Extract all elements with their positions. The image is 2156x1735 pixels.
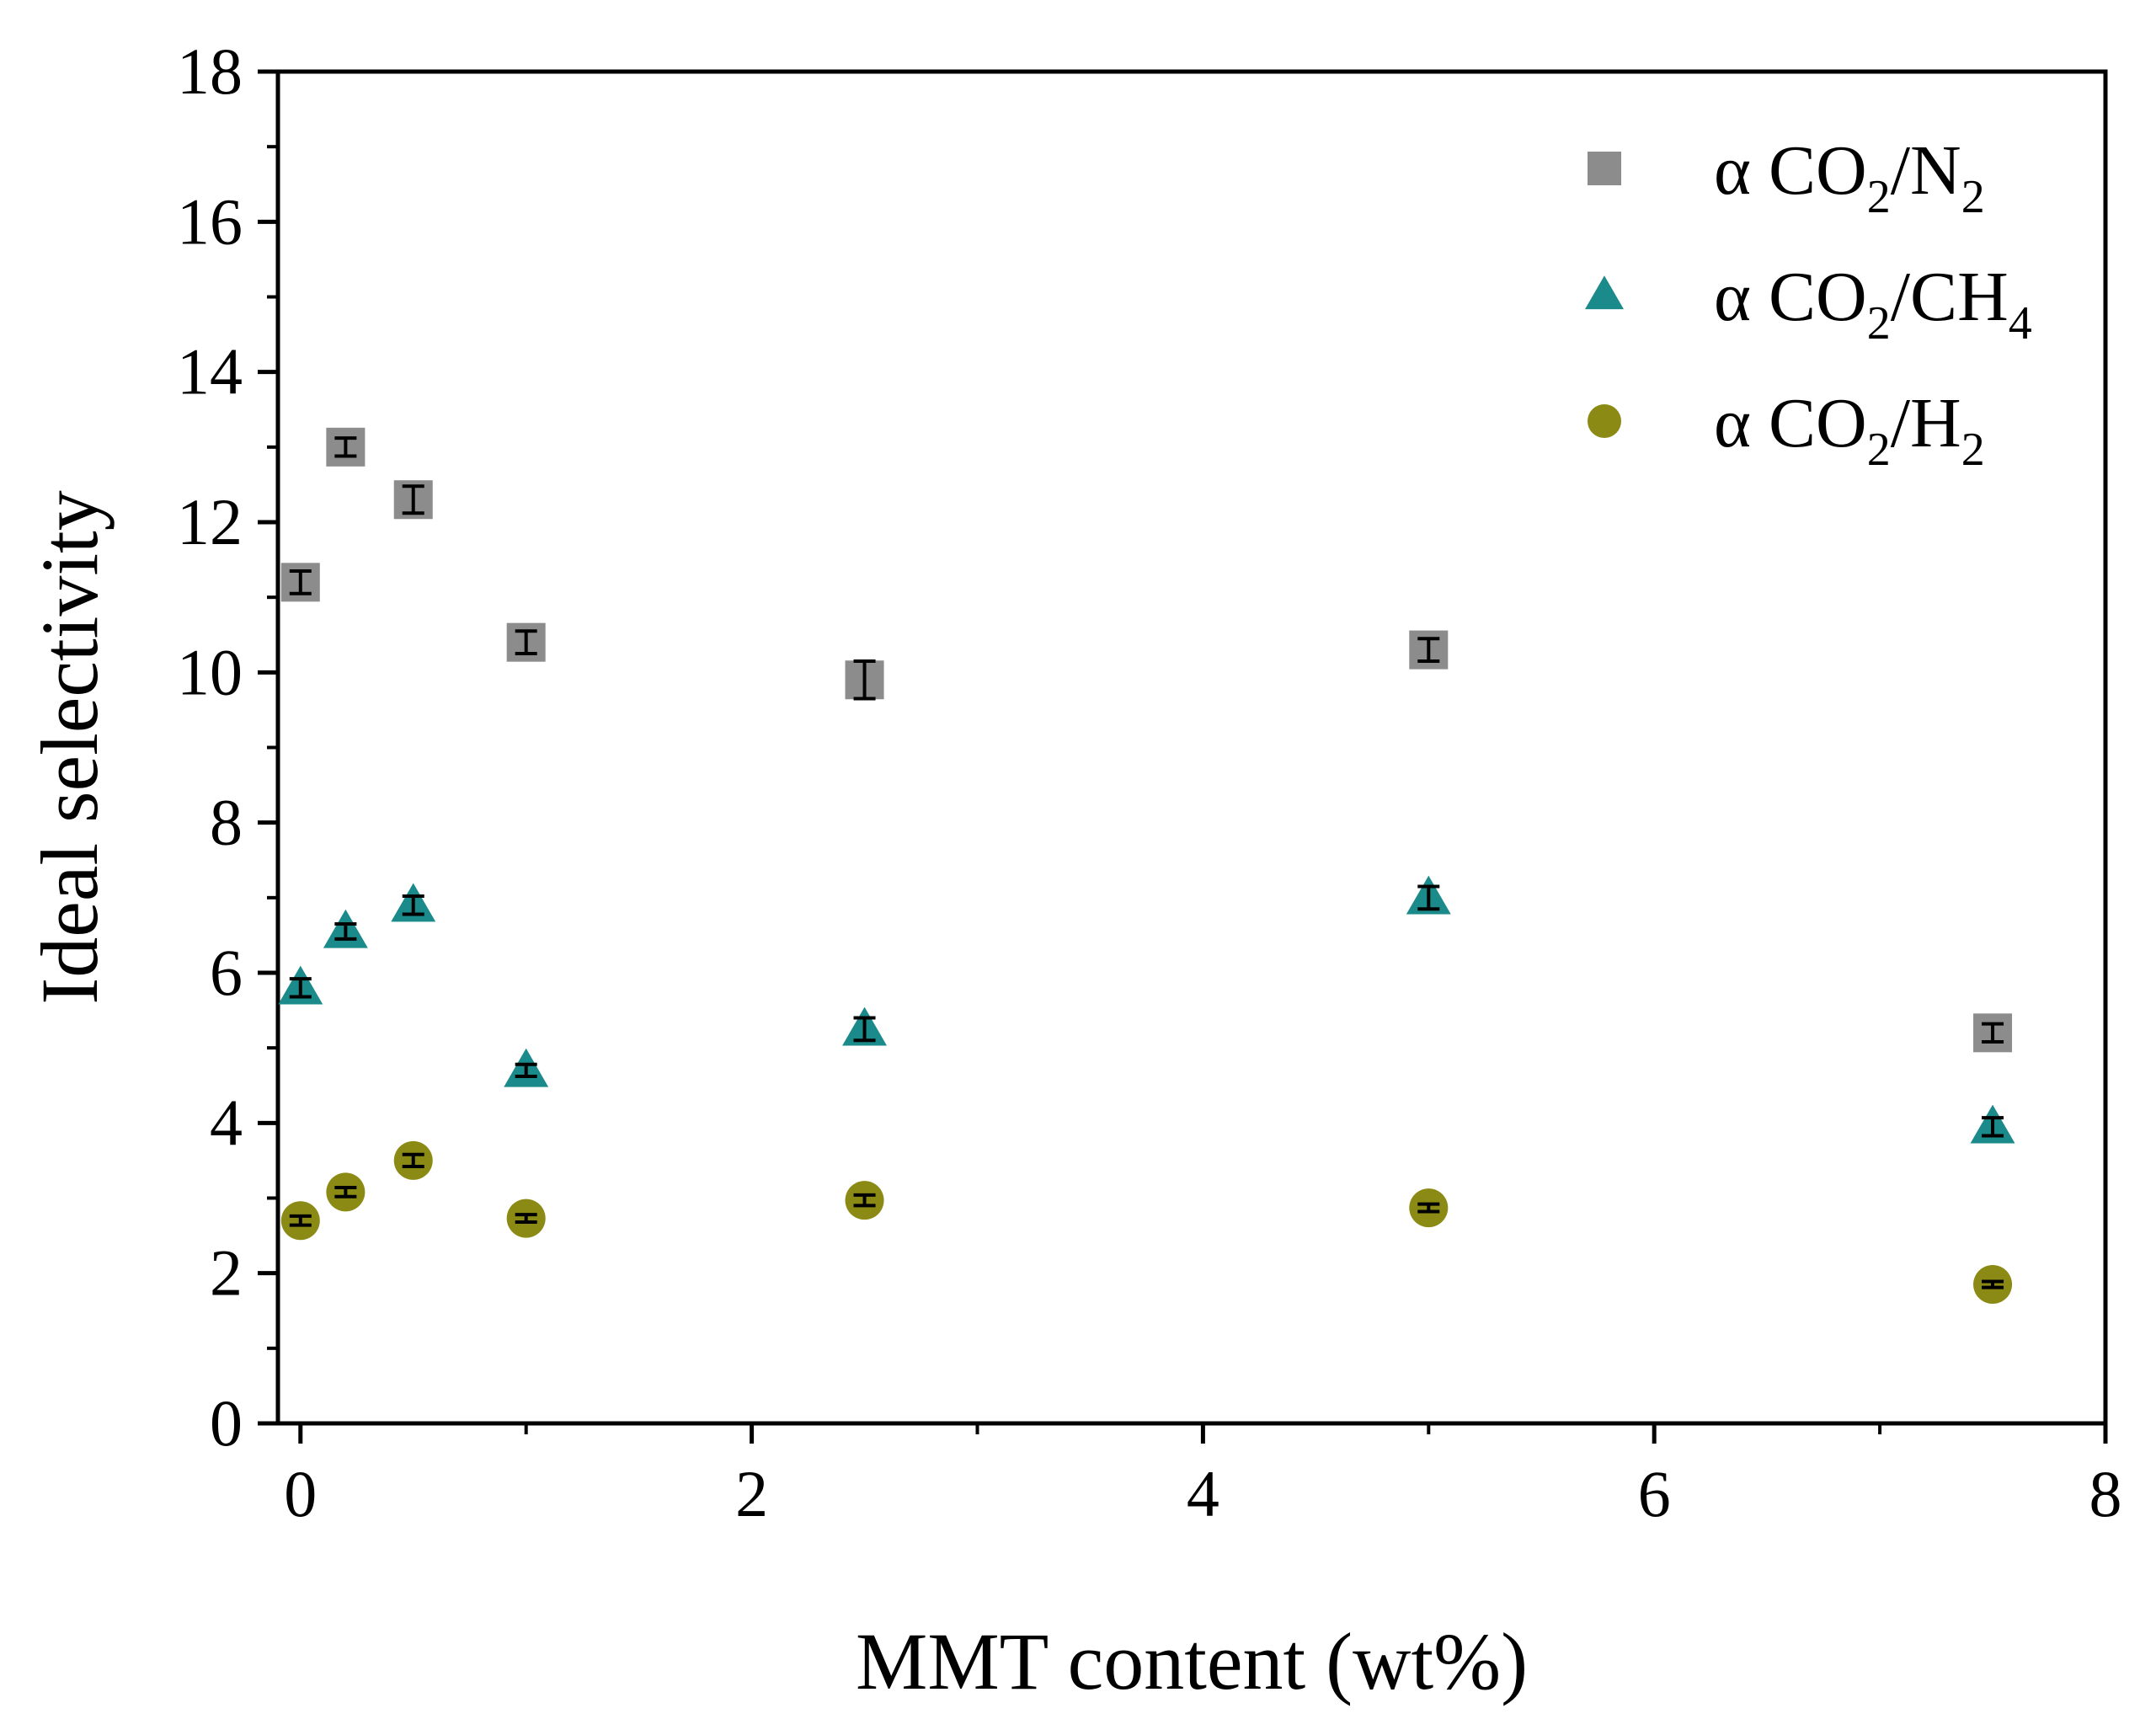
y-tick-label: 6 (210, 936, 243, 1009)
y-axis-title: Ideal selectivity (24, 490, 115, 1004)
error-bar (1417, 637, 1440, 663)
y-axis: 0 2 4 6 8 10 12 14 16 18 (177, 35, 278, 1460)
error-bar (289, 569, 312, 595)
y-tick-label: 4 (210, 1086, 243, 1159)
error-bar (1982, 1279, 2004, 1289)
y-tick-label: 14 (177, 335, 243, 408)
error-bar (289, 1214, 312, 1227)
y-tick-label: 16 (177, 184, 243, 258)
x-tick-label: 0 (284, 1457, 317, 1530)
error-bar (1417, 884, 1440, 911)
error-bar (289, 977, 312, 999)
error-bar (853, 659, 876, 701)
error-bar (334, 922, 357, 941)
legend-label: α CO2/H2 (1714, 384, 1985, 476)
legend: α CO2/N2 α CO2/CH4 α CO2/H2 (1585, 131, 2032, 476)
x-tick-label: 4 (1187, 1457, 1219, 1530)
x-tick-label: 6 (1638, 1457, 1671, 1530)
error-bar (853, 1193, 876, 1208)
x-tick-label: 2 (735, 1457, 768, 1530)
series-triangle (278, 875, 2015, 1144)
legend-item: α CO2/N2 (1588, 131, 1985, 223)
series-square (280, 427, 2013, 1053)
y-tick-label: 12 (177, 485, 243, 558)
error-bar (1982, 1116, 2004, 1138)
y-tick-label: 2 (210, 1236, 243, 1310)
y-tick-label: 0 (210, 1386, 243, 1460)
error-bar (515, 629, 537, 656)
y-tick-label: 8 (210, 786, 243, 859)
error-bar (334, 436, 357, 458)
error-bar (402, 894, 424, 916)
x-tick-label: 8 (2089, 1457, 2122, 1530)
error-bar (515, 1062, 537, 1079)
error-bar (1417, 1202, 1440, 1214)
error-bar (402, 484, 424, 515)
error-bar (402, 1152, 424, 1169)
x-axis: 0 2 4 6 8 (284, 1423, 2122, 1530)
error-bar (334, 1186, 357, 1198)
x-axis-title: MMT content (wt%) (856, 1616, 1528, 1706)
legend-marker (1585, 275, 1624, 310)
legend-marker (1588, 404, 1621, 438)
series-circle (280, 1140, 2013, 1305)
y-tick-label: 10 (177, 635, 243, 708)
error-bar (1982, 1022, 2004, 1044)
y-tick-label: 18 (177, 35, 243, 108)
legend-label: α CO2/CH4 (1714, 258, 2032, 350)
legend-item: α CO2/CH4 (1585, 258, 2032, 350)
error-bar (853, 1016, 876, 1043)
error-bar (515, 1213, 537, 1225)
legend-marker (1588, 152, 1621, 185)
legend-item: α CO2/H2 (1588, 384, 1985, 476)
legend-label: α CO2/N2 (1714, 131, 1985, 223)
